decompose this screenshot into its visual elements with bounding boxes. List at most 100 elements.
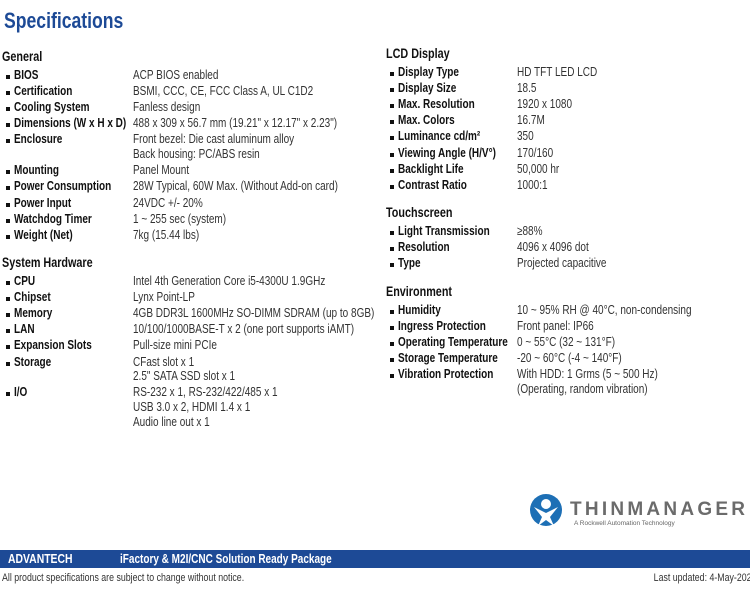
spec-value-text: ≥88% (517, 224, 543, 238)
spec-value: 1 ~ 255 sec (system) (133, 212, 249, 226)
bullet (6, 345, 10, 350)
spec-value: 10/100/1000BASE-T x 2 (one port supports… (133, 322, 409, 336)
spec-label-text: Memory (14, 306, 53, 321)
spec-label-text: Chipset (14, 290, 51, 305)
spec-label: Weight (Net) (14, 228, 87, 242)
spec-value-text: CFast slot x 1 (133, 354, 195, 369)
bullet (390, 120, 394, 125)
spec-label: CPU (14, 274, 40, 288)
section-heading-text: System Hardware (2, 255, 93, 270)
spec-label: Max. Colors (398, 113, 469, 127)
spec-value-text: 170/160 (517, 145, 554, 160)
section-heading: Touchscreen (386, 205, 469, 220)
spec-label-text: Max. Resolution (398, 97, 475, 112)
spec-label-text: Mounting (14, 163, 59, 178)
spec-label-text: Humidity (398, 303, 441, 317)
spec-value-text: 488 x 309 x 56.7 mm (19.21" x 12.17" x 2… (133, 116, 338, 131)
bullet (6, 297, 10, 302)
bullet (6, 234, 10, 239)
bullet (390, 326, 394, 331)
spec-value: USB 3.0 x 2, HDMI 1.4 x 1 (133, 400, 280, 414)
bullet (390, 104, 394, 109)
spec-value: Back housing: PC/ABS resin (133, 147, 291, 161)
spec-label: I/O (14, 385, 31, 399)
footer-updated: Last updated: 4-May-2022 (628, 572, 750, 584)
bullet (6, 281, 10, 285)
spec-label-text: Enclosure (14, 132, 63, 147)
spec-value: 10 ~ 95% RH @ 40°C, non-condensing (517, 303, 735, 317)
spec-label: Power Consumption (14, 179, 136, 193)
spec-value-text: 350 (517, 129, 534, 144)
spec-value-text: Front panel: IP66 (517, 319, 594, 334)
spec-value: 50,000 hr (517, 162, 570, 176)
spec-value-text: ACP BIOS enabled (133, 68, 219, 82)
bullet (6, 313, 10, 318)
logo-name: THINMANAGER (570, 499, 745, 520)
spec-value-text: 24VDC +/- 20% (133, 195, 203, 210)
spec-value-text: With HDD: 1 Grms (5 ~ 500 Hz) (517, 367, 658, 382)
spec-label-text: Display Type (398, 65, 459, 79)
spec-label-text: Contrast Ratio (398, 177, 467, 192)
spec-value: 0 ~ 55°C (32 ~ 131°F) (517, 335, 640, 349)
section-heading: Environment (386, 284, 469, 299)
spec-value-text: Pull-size mini PCIe (133, 338, 217, 353)
spec-value: 18.5 (517, 81, 541, 95)
spec-value-text: BSMI, CCC, CE, FCC Class A, UL C1D2 (133, 84, 314, 99)
bullet (390, 374, 394, 379)
spec-value-text: RS-232 x 1, RS-232/422/485 x 1 (133, 385, 278, 400)
bullet (6, 75, 10, 79)
logo-icon-body (534, 507, 558, 526)
spec-value-text: 1000:1 (517, 177, 548, 192)
spec-value-text: 16.7M (517, 113, 545, 128)
bullet (6, 392, 10, 397)
spec-value: With HDD: 1 Grms (5 ~ 500 Hz) (517, 367, 693, 381)
bullet (6, 139, 10, 144)
spec-label-text: Dimensions (W x H x D) (14, 116, 127, 131)
bullet (6, 123, 10, 128)
bullet (390, 247, 394, 252)
footer-bar (0, 550, 750, 568)
spec-value-text: 1920 x 1080 (517, 97, 573, 112)
logo-icon-head (541, 499, 551, 509)
section-heading-text: Environment (386, 284, 453, 299)
footer-product: iFactory & M2I/CNC Solution Ready Packag… (120, 552, 385, 566)
spec-label: Viewing Angle (H/V°) (398, 146, 520, 160)
spec-value-text: 10 ~ 95% RH @ 40°C, non-condensing (517, 303, 692, 317)
spec-value: 16.7M (517, 113, 552, 127)
footer-brand: ADVANTECH (8, 551, 89, 566)
spec-value: Audio line out x 1 (133, 415, 229, 429)
spec-value-text: Panel Mount (133, 163, 190, 178)
spec-label-text: Watchdog Timer (14, 211, 92, 226)
spec-value: 1920 x 1080 (517, 97, 586, 111)
spec-label-text: Expansion Slots (14, 338, 92, 353)
bullet (390, 72, 394, 76)
bullet (6, 186, 10, 191)
spec-value-text: USB 3.0 x 2, HDMI 1.4 x 1 (133, 400, 251, 415)
logo-tagline: A Rockwell Automation Technology (574, 520, 675, 527)
footer-note: All product specifications are subject t… (2, 572, 305, 584)
spec-label: Humidity (398, 303, 451, 317)
bullet (390, 152, 394, 157)
spec-label: Ingress Protection (398, 319, 508, 333)
spec-label: Vibration Protection (398, 367, 517, 381)
spec-value: 4096 x 4096 dot (517, 240, 607, 254)
bullet (390, 342, 394, 347)
footer-note-text: All product specifications are subject t… (2, 572, 245, 584)
spec-value: 24VDC +/- 20% (133, 196, 220, 210)
spec-label: Cooling System (14, 100, 108, 114)
bullet (6, 218, 10, 223)
spec-value-text: 50,000 hr (517, 161, 560, 176)
spec-label: Display Type (398, 65, 474, 79)
spec-label: LAN (14, 322, 40, 336)
spec-value: 2.5" SATA SSD slot x 1 (133, 369, 261, 383)
spec-value-text: Back housing: PC/ABS resin (133, 147, 260, 162)
logo: THINMANAGER A Rockwell Automation Techno… (530, 494, 745, 527)
section-heading: General (2, 49, 52, 64)
spec-label: Contrast Ratio (398, 178, 484, 192)
spec-value-text: Projected capacitive (517, 256, 607, 271)
spec-value: Front panel: IP66 (517, 319, 613, 333)
bullet (390, 263, 394, 268)
spec-label-text: Power Consumption (14, 179, 112, 194)
spec-label: Max. Resolution (398, 97, 494, 111)
spec-value: -20 ~ 60°C (-4 ~ 140°F) (517, 351, 648, 365)
